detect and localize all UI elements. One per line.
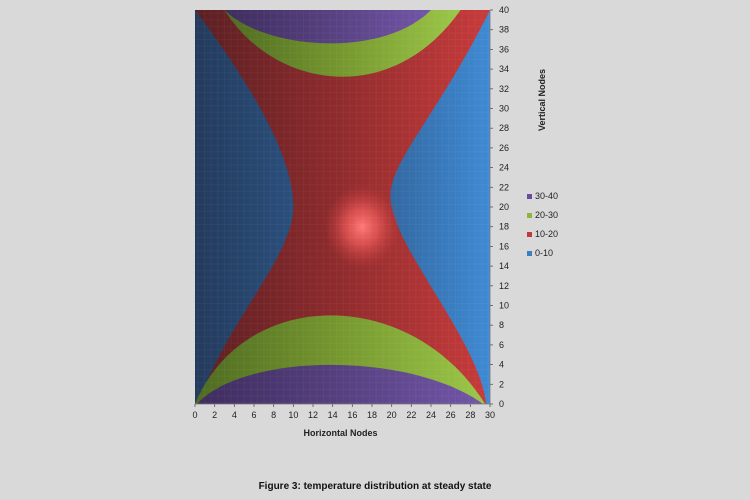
y-tick-label: 14 (499, 261, 509, 271)
x-tick-label: 16 (347, 410, 357, 420)
y-tick-label: 8 (499, 320, 504, 330)
legend-swatch (527, 251, 532, 256)
figure-caption: Figure 3: temperature distribution at st… (258, 481, 492, 492)
y-tick-label: 36 (499, 44, 509, 54)
y-tick-label: 34 (499, 64, 509, 74)
y-tick-label: 32 (499, 84, 509, 94)
y-tick-label: 20 (499, 202, 509, 212)
y-tick-label: 38 (499, 25, 509, 35)
y-tick-label: 22 (499, 182, 509, 192)
y-tick-label: 0 (499, 399, 504, 409)
legend-label: 10-20 (535, 229, 558, 239)
y-tick-label: 26 (499, 143, 509, 153)
x-tick-label: 14 (328, 410, 338, 420)
x-tick-label: 28 (465, 410, 475, 420)
x-tick-label: 4 (232, 410, 237, 420)
legend-label: 20-30 (535, 210, 558, 220)
x-tick-label: 2 (212, 410, 217, 420)
y-tick-label: 6 (499, 340, 504, 350)
plot-area (195, 10, 490, 404)
x-tick-label: 6 (251, 410, 256, 420)
y-tick-label: 2 (499, 379, 504, 389)
y-tick-label: 18 (499, 222, 509, 232)
y-tick-label: 12 (499, 281, 509, 291)
x-tick-label: 8 (271, 410, 276, 420)
y-tick-label: 30 (499, 104, 509, 114)
legend-label: 0-10 (535, 248, 553, 258)
x-axis-title: Horizontal Nodes (303, 428, 377, 438)
legend-swatch (527, 213, 532, 218)
x-tick-label: 24 (426, 410, 436, 420)
y-tick-label: 10 (499, 301, 509, 311)
y-tick-label: 16 (499, 241, 509, 251)
legend: 30-40 20-30 10-20 0-10 (527, 191, 558, 258)
x-tick-label: 30 (485, 410, 495, 420)
cell-grid (195, 10, 490, 404)
x-tick-label: 18 (367, 410, 377, 420)
x-tick-label: 0 (192, 410, 197, 420)
y-tick-label: 24 (499, 163, 509, 173)
x-tick-label: 10 (288, 410, 298, 420)
x-tick-label: 26 (446, 410, 456, 420)
y-tick-label: 4 (499, 360, 504, 370)
legend-label: 30-40 (535, 191, 558, 201)
y-tick-label: 40 (499, 5, 509, 15)
x-tick-label: 12 (308, 410, 318, 420)
y-axis-title: Vertical Nodes (537, 69, 547, 131)
x-tick-label: 22 (406, 410, 416, 420)
x-tick-label: 20 (387, 410, 397, 420)
y-tick-label: 28 (499, 123, 509, 133)
legend-swatch (527, 194, 532, 199)
legend-swatch (527, 232, 532, 237)
